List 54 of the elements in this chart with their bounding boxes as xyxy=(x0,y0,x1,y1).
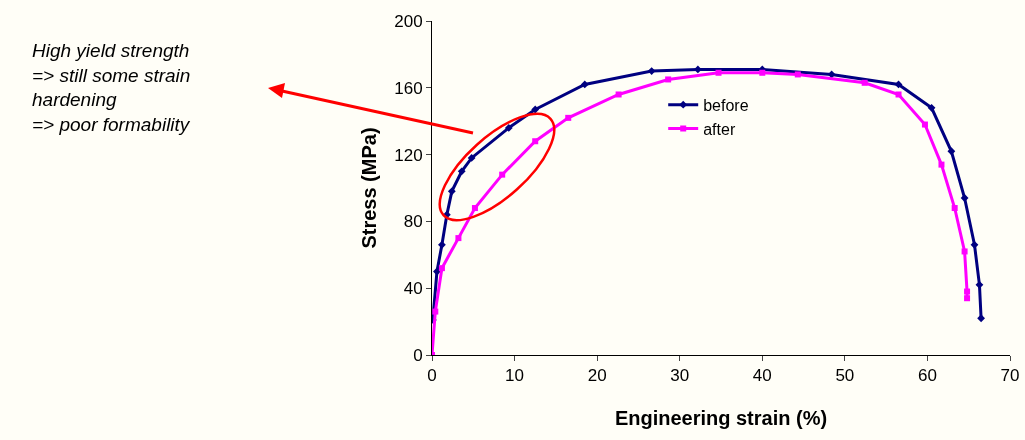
point xyxy=(964,295,971,302)
x-tick-label: 30 xyxy=(670,366,690,386)
x-axis-title: Engineering strain (%) xyxy=(614,407,828,429)
point xyxy=(977,314,985,323)
x-tick-label: 40 xyxy=(752,366,772,386)
point xyxy=(960,194,969,202)
legend-label: after xyxy=(703,120,736,138)
point xyxy=(715,69,722,76)
point xyxy=(471,205,478,212)
point xyxy=(861,79,868,86)
y-tick-label: 0 xyxy=(413,345,423,365)
point xyxy=(927,103,936,112)
point xyxy=(970,240,979,249)
x-tick-label: 10 xyxy=(505,366,525,386)
y-tick-label: 200 xyxy=(394,11,423,31)
point xyxy=(615,91,622,98)
point xyxy=(975,280,984,289)
point xyxy=(532,138,539,145)
point xyxy=(827,70,836,79)
y-tick-label: 80 xyxy=(403,212,423,232)
point xyxy=(794,71,801,78)
point xyxy=(964,288,971,295)
point xyxy=(921,121,928,128)
point xyxy=(432,308,439,315)
text: High yield strength => still some strain hardening => poor formability xyxy=(32,40,191,136)
x-tick-label: 20 xyxy=(587,366,607,386)
y-tick-label: 40 xyxy=(403,279,423,299)
point xyxy=(457,167,466,176)
point xyxy=(580,80,589,89)
x-tick-label: 50 xyxy=(835,366,855,386)
y-tick-label: 160 xyxy=(394,78,423,98)
y-tick-label: 120 xyxy=(394,145,423,165)
x-tick-label: 60 xyxy=(917,366,937,386)
point xyxy=(531,105,540,114)
point xyxy=(565,114,572,121)
legend-label: before xyxy=(703,96,749,114)
point xyxy=(504,123,513,132)
point xyxy=(447,187,456,196)
point xyxy=(947,147,956,156)
y-axis-title: Stress (MPa) xyxy=(357,127,380,249)
point xyxy=(938,161,945,168)
point xyxy=(647,67,656,75)
point xyxy=(467,154,476,162)
x-tick-label: 70 xyxy=(1000,366,1020,386)
point xyxy=(665,76,672,83)
point xyxy=(455,235,462,242)
point xyxy=(961,248,968,255)
point xyxy=(438,265,445,272)
point xyxy=(951,205,958,212)
point xyxy=(895,91,902,98)
x-tick-label: 0 xyxy=(427,366,437,386)
point xyxy=(499,171,506,178)
point xyxy=(433,267,441,276)
point xyxy=(759,69,766,76)
